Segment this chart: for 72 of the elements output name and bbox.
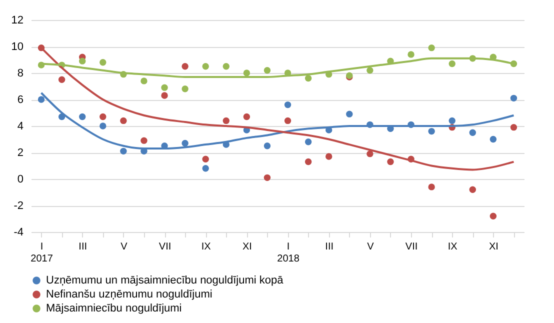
point (469, 186, 476, 193)
x-tick-label: III (325, 242, 334, 252)
point (490, 136, 497, 143)
x-tick-label: VII (405, 242, 418, 252)
point (408, 51, 414, 58)
x-tick-label: IX (448, 242, 458, 252)
x-tick-label: IX (201, 242, 212, 252)
point (120, 117, 127, 124)
point (120, 148, 127, 155)
x-tick-label: V (120, 242, 128, 252)
x-tick-label: V (367, 242, 374, 252)
point (140, 137, 148, 144)
legend-label: Mājsaimniecību noguldījumi (46, 302, 182, 314)
point (387, 158, 394, 166)
point (510, 94, 518, 102)
point (161, 84, 168, 91)
y-tick-label: 4 (17, 120, 24, 132)
y-tick-label: 8 (17, 68, 24, 80)
point (79, 58, 86, 64)
point (79, 113, 86, 120)
point (202, 165, 209, 172)
point (304, 74, 312, 82)
point (264, 67, 271, 74)
point (448, 60, 456, 68)
y-tick-label: 6 (17, 94, 24, 106)
point (284, 101, 292, 108)
point (182, 86, 188, 92)
point (448, 117, 456, 124)
point (243, 113, 250, 120)
point (182, 140, 188, 147)
point (428, 128, 435, 135)
x-tick-label: III (78, 242, 88, 252)
x-tick-label: I 2018 (277, 242, 300, 264)
point (428, 184, 435, 190)
point (428, 44, 435, 52)
point (222, 117, 230, 124)
y-tick-label: 10 (11, 41, 24, 53)
point (346, 110, 353, 118)
point (182, 63, 188, 70)
point (161, 92, 168, 99)
y-tick-label: 2 (17, 147, 24, 159)
point (58, 76, 66, 83)
point (222, 63, 230, 70)
point (510, 124, 518, 131)
point (304, 138, 312, 146)
point (264, 174, 271, 182)
point (100, 113, 106, 120)
point (284, 117, 292, 124)
point (490, 212, 497, 220)
point (243, 70, 250, 76)
x-tick-label: XI (242, 242, 252, 252)
x-tick-label: XI (488, 242, 498, 252)
x-tick-label: I 2017 (30, 242, 54, 264)
y-tick-label: 0 (17, 174, 24, 186)
point (326, 153, 332, 160)
point (469, 129, 476, 136)
point (38, 96, 45, 103)
y-tick-label: -2 (14, 200, 24, 212)
y-tick-label: -4 (14, 226, 24, 238)
y-tick-label: 12 (11, 14, 24, 26)
point (366, 150, 374, 158)
point (366, 67, 374, 74)
point (264, 142, 271, 150)
legend-label: Uzņēmumu un mājsaimniecību noguldījumi kopā (46, 274, 284, 286)
point (100, 59, 106, 66)
point (304, 158, 312, 166)
legend-label: Nefinanšu uzņēmumu noguldījumi (46, 288, 212, 300)
x-tick-label: VII (158, 242, 172, 252)
point (140, 78, 148, 84)
point (202, 156, 209, 162)
point (202, 63, 209, 70)
point (100, 122, 106, 130)
